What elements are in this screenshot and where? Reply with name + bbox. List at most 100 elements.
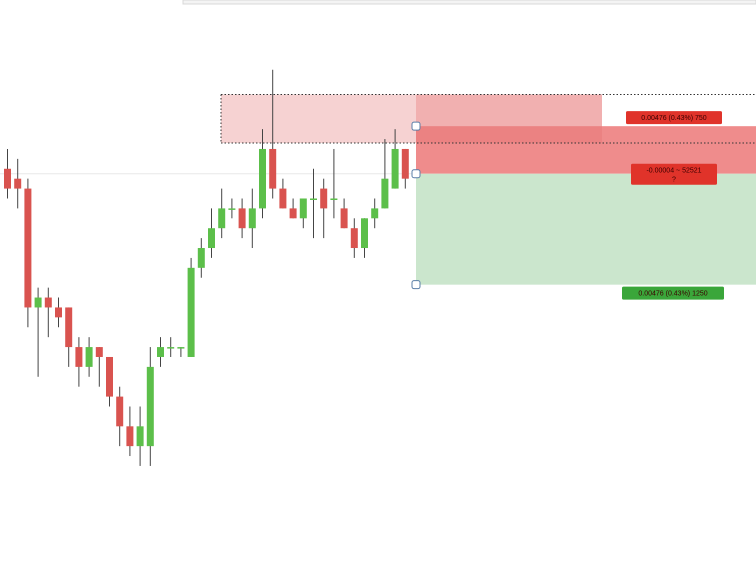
target-label-bg — [622, 286, 724, 300]
stop-label-text: 0.00476 (0.43%) 750 — [641, 115, 706, 122]
candle-body — [136, 426, 144, 447]
candle-body — [126, 426, 134, 447]
candle-body — [24, 188, 32, 308]
candle-body — [320, 188, 328, 209]
candle-body — [350, 228, 358, 249]
candle — [269, 69, 277, 199]
candle-body — [167, 347, 175, 349]
candle-body — [55, 307, 62, 318]
candle — [14, 158, 22, 209]
overlap-shade — [416, 94, 602, 144]
candle — [95, 347, 103, 387]
candle — [320, 178, 328, 239]
candle-body — [330, 198, 338, 200]
candle-body — [65, 307, 73, 348]
candle — [167, 337, 175, 357]
candle — [126, 406, 134, 457]
candle — [177, 347, 185, 357]
candle — [310, 168, 317, 239]
candle-body — [197, 248, 205, 268]
candle — [197, 238, 205, 278]
candle — [248, 188, 256, 249]
candle-body — [218, 208, 226, 229]
candle-body — [371, 208, 379, 219]
candle-body — [146, 366, 154, 447]
candle-body — [238, 208, 246, 229]
candle-body — [187, 267, 195, 357]
toolbar-strip — [182, 0, 756, 5]
candle-body — [391, 148, 399, 189]
candle-body — [44, 297, 52, 308]
center-label-line2: ? — [672, 177, 676, 184]
position-handle[interactable] — [411, 280, 421, 290]
target-label-text: 0.00476 (0.43%) 1250 — [638, 291, 707, 298]
dotted-levels — [220, 93, 756, 290]
candle-body — [361, 218, 368, 249]
candle — [208, 208, 215, 258]
candle — [75, 337, 83, 387]
candle — [391, 129, 399, 189]
candle — [299, 198, 307, 229]
candle — [4, 148, 11, 199]
candle-body — [75, 347, 83, 367]
candle — [238, 198, 246, 239]
target-label: 0.00476 (0.43%) 1250 — [622, 286, 724, 300]
candle-body — [4, 168, 11, 189]
candle-body — [401, 148, 409, 179]
position-handle[interactable] — [411, 121, 421, 131]
candle — [228, 198, 236, 219]
candle — [157, 337, 164, 367]
candle — [289, 198, 297, 219]
candles — [4, 69, 409, 466]
candle — [106, 356, 113, 407]
stop-label-bg — [626, 111, 722, 125]
candle — [187, 257, 195, 357]
candle-body — [299, 198, 307, 219]
candle — [340, 198, 348, 229]
candle — [218, 188, 226, 239]
candle — [116, 386, 124, 447]
top-toolbar-edge — [182, 0, 756, 5]
candle-body — [106, 356, 113, 397]
candle-body — [34, 297, 42, 308]
candle-body — [269, 148, 277, 189]
position-labels: 0.00476 (0.43%) 750 0.00476 (0.43%) 1250 -… — [622, 111, 724, 300]
center-label: -0.00004 ~ 52521? — [631, 163, 717, 185]
candle-body — [289, 208, 297, 219]
candle-body — [228, 208, 236, 210]
candle — [350, 218, 358, 258]
center-label-line1: -0.00004 ~ 52521 — [646, 168, 701, 175]
candle — [146, 347, 154, 466]
candle — [371, 198, 379, 229]
candle — [401, 148, 409, 189]
candle-body — [259, 148, 266, 209]
candle — [136, 406, 144, 466]
candle — [85, 337, 93, 377]
position-zones[interactable] — [0, 94, 756, 285]
center-label-bg — [631, 163, 717, 185]
candle — [24, 178, 32, 328]
range-highlight-box — [221, 94, 416, 144]
stop-label: 0.00476 (0.43%) 750 — [626, 111, 722, 125]
candle-body — [85, 347, 93, 367]
candle — [381, 139, 389, 209]
candle-body — [208, 228, 215, 249]
candle — [279, 178, 287, 209]
candle — [65, 307, 73, 367]
candle-body — [157, 347, 164, 357]
candle-body — [95, 347, 103, 357]
candle-body — [381, 178, 389, 209]
candle — [361, 218, 368, 258]
candle — [34, 287, 42, 377]
take-profit-zone — [416, 173, 756, 285]
position-handle[interactable] — [411, 169, 421, 179]
candle-body — [248, 208, 256, 229]
candle-body — [14, 178, 22, 189]
candle — [259, 129, 266, 219]
candle — [55, 297, 62, 328]
candle-body — [279, 188, 287, 209]
candle-body — [340, 208, 348, 229]
candle-body — [310, 198, 317, 200]
